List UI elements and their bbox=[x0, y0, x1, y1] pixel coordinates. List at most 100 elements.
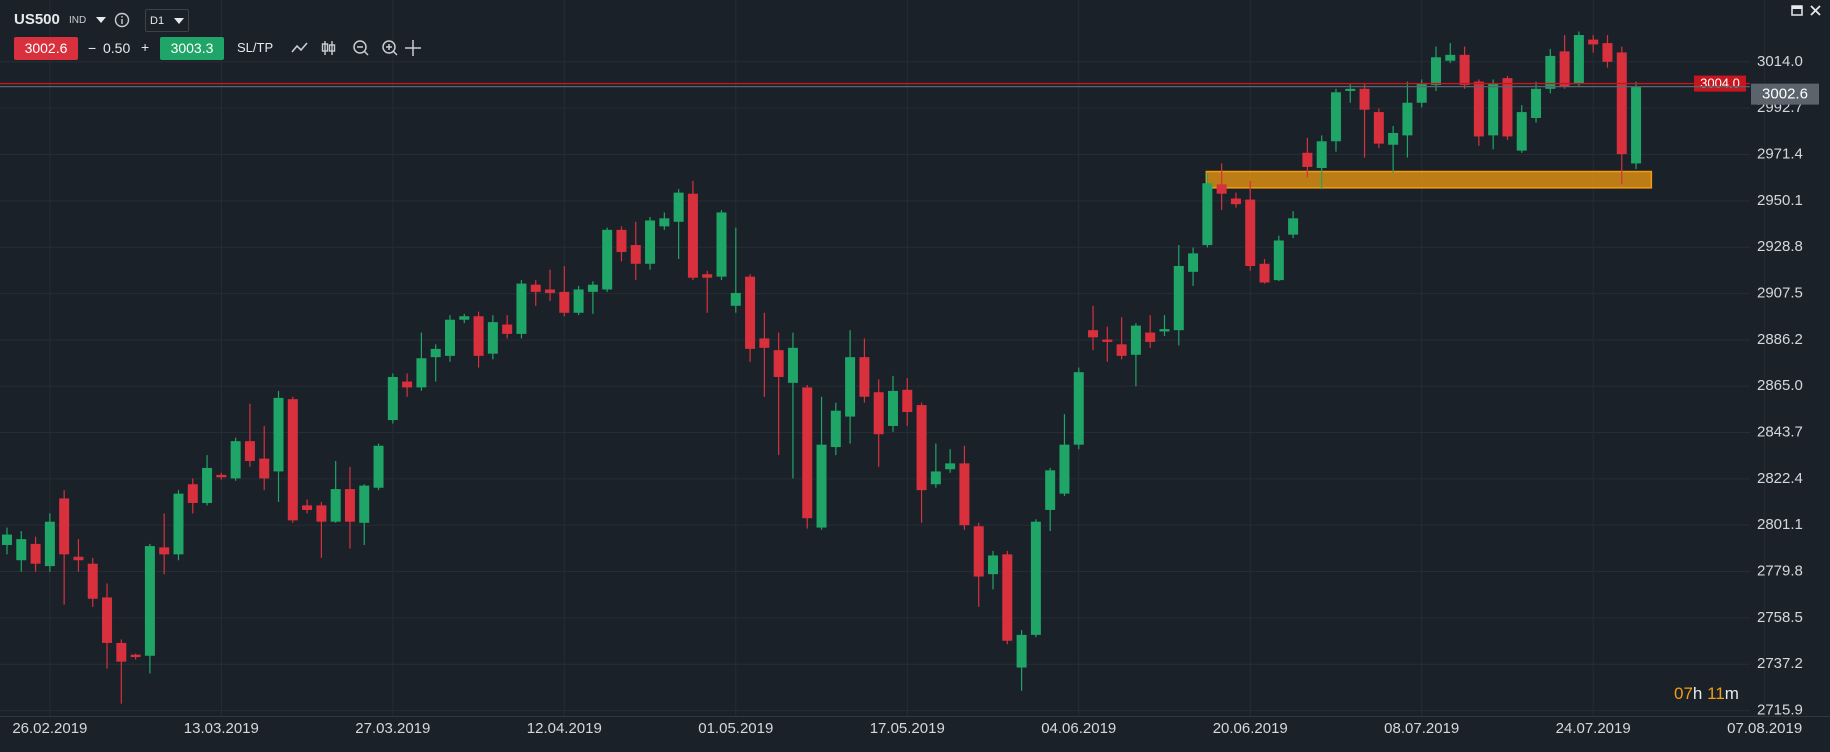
candle-body bbox=[159, 547, 170, 555]
candle-body bbox=[1302, 152, 1313, 167]
window-controls[interactable] bbox=[1790, 3, 1826, 19]
y-tick-label: 2758.5 bbox=[1757, 609, 1803, 626]
x-tick-label: 27.03.2019 bbox=[355, 720, 430, 737]
candle-body bbox=[330, 489, 341, 522]
countdown-hours: 07 bbox=[1674, 684, 1693, 703]
candle-body bbox=[473, 316, 484, 356]
candle-body bbox=[130, 654, 141, 658]
candle-body bbox=[1116, 344, 1127, 356]
y-tick-label: 2886.2 bbox=[1757, 331, 1803, 348]
candle-body bbox=[1616, 52, 1627, 155]
candle-body bbox=[916, 405, 927, 491]
candle-body bbox=[773, 350, 784, 377]
x-tick-label: 12.04.2019 bbox=[527, 720, 602, 737]
candle-body bbox=[873, 392, 884, 435]
candle-body bbox=[1259, 263, 1270, 283]
info-icon[interactable] bbox=[114, 12, 130, 28]
candle-body bbox=[573, 289, 584, 313]
candle-body bbox=[102, 597, 113, 643]
candle-body bbox=[659, 218, 670, 227]
candle-body bbox=[1159, 329, 1170, 332]
timeframe-select[interactable]: D1 bbox=[145, 9, 189, 32]
timeframe: D1 bbox=[150, 15, 165, 27]
candle-body bbox=[1130, 325, 1141, 355]
buy-button[interactable]: 3003.3 bbox=[160, 37, 224, 60]
candle-body bbox=[830, 410, 841, 448]
candle-body bbox=[1402, 102, 1413, 136]
grid bbox=[0, 0, 1766, 717]
candle-body bbox=[1145, 332, 1156, 342]
candle-body bbox=[1173, 265, 1184, 331]
candle-body bbox=[1359, 88, 1370, 110]
tool-icons[interactable] bbox=[290, 38, 430, 60]
candle-body bbox=[416, 358, 427, 388]
price-label-box bbox=[1751, 83, 1819, 105]
x-tick-label: 01.05.2019 bbox=[698, 720, 773, 737]
candle-body bbox=[202, 467, 213, 503]
candle-body bbox=[530, 284, 541, 292]
spread-plus[interactable]: + bbox=[141, 39, 150, 55]
timeframe-dropdown bbox=[174, 18, 184, 24]
candle-body bbox=[216, 474, 227, 478]
price-label: 3002.6 bbox=[1762, 86, 1808, 103]
candle-body bbox=[173, 493, 184, 555]
candle-body bbox=[988, 555, 999, 575]
candle-body bbox=[59, 498, 70, 555]
y-tick-label: 2971.4 bbox=[1757, 145, 1803, 162]
candle-body bbox=[1445, 54, 1456, 61]
candle-body bbox=[1102, 339, 1113, 342]
candle-body bbox=[745, 276, 756, 349]
sell-button[interactable]: 3002.6 bbox=[14, 37, 78, 60]
candle-body bbox=[1330, 92, 1341, 142]
candle-body bbox=[673, 192, 684, 222]
candle-body bbox=[559, 291, 570, 313]
candle-body bbox=[316, 505, 327, 522]
candle-body bbox=[845, 357, 856, 417]
x-tick-label: 04.06.2019 bbox=[1041, 720, 1116, 737]
y-tick-label: 2865.0 bbox=[1757, 377, 1803, 394]
y-tick-label: 2822.4 bbox=[1757, 470, 1803, 487]
candle-body bbox=[802, 387, 813, 519]
candle-body bbox=[1588, 39, 1599, 45]
x-tick-label: 24.07.2019 bbox=[1556, 720, 1631, 737]
candle-body bbox=[244, 441, 255, 461]
candle-body bbox=[1345, 88, 1356, 91]
candle-body bbox=[973, 526, 984, 577]
y-tick-label: 2737.2 bbox=[1757, 655, 1803, 672]
candle-body bbox=[144, 546, 155, 656]
candle-body bbox=[602, 229, 613, 290]
candle-body bbox=[759, 338, 770, 348]
candle-body bbox=[1388, 132, 1399, 145]
candle-body bbox=[302, 505, 313, 510]
candle-body bbox=[716, 212, 727, 277]
candle-body bbox=[945, 463, 956, 470]
candle-body bbox=[1073, 372, 1084, 445]
symbol-dropdown[interactable] bbox=[95, 16, 107, 24]
candle-body bbox=[1188, 253, 1199, 272]
price-label: 3004.0 bbox=[1700, 76, 1740, 91]
sltp-button[interactable]: SL/TP bbox=[237, 40, 274, 55]
countdown-minutes: 11 bbox=[1707, 684, 1725, 703]
candle-body bbox=[444, 319, 455, 356]
candle-body bbox=[1488, 84, 1499, 136]
candle-body bbox=[516, 283, 527, 334]
x-tick-label: 17.05.2019 bbox=[870, 720, 945, 737]
candle-body bbox=[487, 322, 498, 354]
y-tick-label: 2801.1 bbox=[1757, 516, 1803, 533]
candle-body bbox=[1316, 141, 1327, 169]
candle-body bbox=[1030, 521, 1041, 635]
candle-body bbox=[859, 357, 870, 397]
candle-body bbox=[1545, 55, 1556, 89]
candle-countdown: 07h 11m bbox=[1674, 683, 1739, 705]
candle-body bbox=[1273, 240, 1284, 281]
candle-body bbox=[30, 543, 41, 564]
symbol[interactable]: US500 bbox=[14, 11, 60, 28]
spread-minus[interactable]: − bbox=[88, 40, 97, 56]
candle-body bbox=[902, 389, 913, 413]
candle-body bbox=[387, 376, 398, 421]
candle-body bbox=[1088, 330, 1099, 338]
candle-body bbox=[816, 444, 827, 528]
x-tick-label: 07.08.2019 bbox=[1727, 720, 1802, 737]
x-tick-label: 20.06.2019 bbox=[1213, 720, 1288, 737]
